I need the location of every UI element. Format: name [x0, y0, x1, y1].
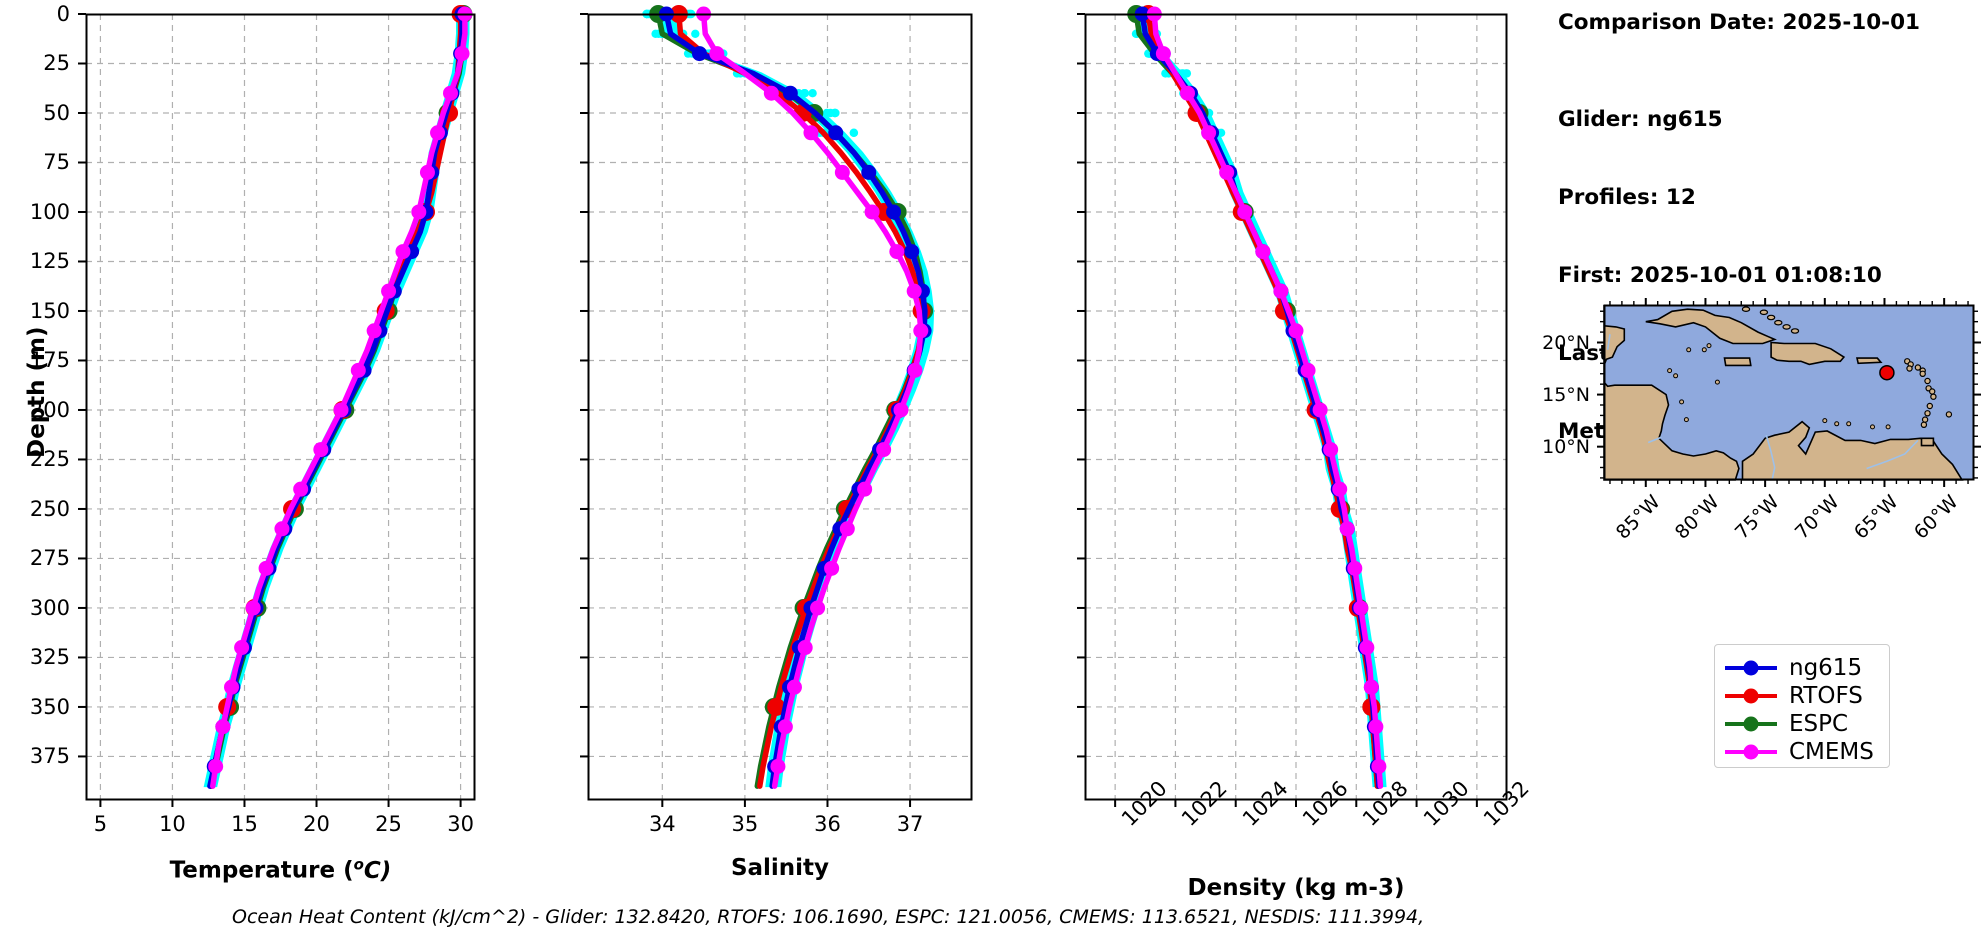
glider-text: Glider: ng615 — [1558, 107, 1882, 133]
depth-tick-label: 50 — [43, 101, 70, 125]
land-puerto-rico — [1857, 358, 1881, 363]
profiles-text: Profiles: 12 — [1558, 185, 1882, 211]
x-tick-marks — [1115, 800, 1477, 807]
density-axis-title: Density (kg m-3) — [1085, 875, 1507, 901]
depth-tick-label: 150 — [30, 299, 70, 323]
x-tick-label: 30 — [447, 812, 474, 836]
legend-dot-icon — [1744, 661, 1759, 676]
temperature-degree-sup: o — [354, 855, 364, 873]
legend-dot-icon — [1744, 745, 1759, 760]
x-tick-label: 35 — [732, 812, 759, 836]
map-lat-tick-label: 15°N — [1542, 384, 1590, 406]
depth-tick-label: 275 — [30, 546, 70, 570]
legend-row[interactable]: ESPC — [1725, 710, 1875, 738]
x-tick-label: 1032 — [1479, 814, 1496, 831]
legend-label: RTOFS — [1789, 683, 1863, 709]
x-tick-label: 1020 — [1117, 814, 1134, 831]
depth-tick-label: 225 — [30, 447, 70, 471]
series-legend: ng615 RTOFS ESPC CMEMS — [1714, 644, 1890, 768]
y-tick-marks — [1077, 14, 1085, 756]
legend-line-marker-icon — [1725, 750, 1777, 754]
x-tick-label: 20 — [303, 812, 330, 836]
x-tick-label: 34 — [649, 812, 676, 836]
depth-tick-label: 0 — [57, 2, 70, 26]
depth-tick-label: 25 — [43, 51, 70, 75]
x-tick-label: 1030 — [1419, 814, 1436, 831]
salinity-profile-plot — [588, 14, 972, 800]
map-svg — [1604, 305, 1974, 480]
depth-tick-label: 100 — [30, 200, 70, 224]
depth-tick-label: 375 — [30, 744, 70, 768]
x-tick-label: 1028 — [1358, 814, 1375, 831]
x-tick-label: 15 — [231, 812, 258, 836]
legend-row[interactable]: RTOFS — [1725, 682, 1875, 710]
legend-dot-icon — [1744, 689, 1759, 704]
map-lon-tick-label: 75°W — [1731, 491, 1784, 544]
depth-tick-label: 125 — [30, 249, 70, 273]
temperature-axis-title-text: Temperature ( — [170, 858, 354, 884]
temperature-axis-title-tail: C) — [364, 858, 391, 884]
x-tick-label: 36 — [814, 812, 841, 836]
legend-row[interactable]: CMEMS — [1725, 738, 1875, 766]
map-lon-tick-label: 80°W — [1671, 491, 1724, 544]
legend-line-marker-icon — [1725, 722, 1777, 726]
temperature-axis-title: Temperature (oC) — [86, 855, 475, 884]
map-lat-tick-label: 10°N — [1542, 436, 1590, 458]
comparison-date-text: Comparison Date: 2025-10-01 — [1558, 10, 1920, 36]
depth-tick-label: 175 — [30, 348, 70, 372]
first-profile-text: First: 2025-10-01 01:08:10 — [1558, 263, 1882, 289]
ocean-heat-content-caption: Ocean Heat Content (kJ/cm^2) - Glider: 1… — [232, 906, 1424, 928]
legend-label: CMEMS — [1789, 739, 1874, 765]
map-lon-tick-label: 85°W — [1612, 491, 1665, 544]
x-tick-label: 1026 — [1298, 814, 1315, 831]
legend-line-marker-icon — [1725, 666, 1777, 670]
y-tick-marks — [580, 14, 588, 756]
x-tick-label: 10 — [159, 812, 186, 836]
legend-dot-icon — [1744, 717, 1759, 732]
map-lon-tick-label: 65°W — [1850, 491, 1903, 544]
x-tick-marks — [100, 800, 460, 807]
x-tick-label: 25 — [375, 812, 402, 836]
density-profile-plot — [1085, 14, 1507, 800]
location-map-inset — [1604, 305, 1974, 480]
map-lon-tick-label: 60°W — [1910, 491, 1963, 544]
legend-label: ng615 — [1789, 655, 1862, 681]
profile-svg — [1085, 14, 1507, 800]
depth-tick-label: 350 — [30, 695, 70, 719]
land-jamaica — [1725, 358, 1751, 365]
depth-tick-label: 300 — [30, 596, 70, 620]
y-tick-marks — [78, 14, 86, 756]
depth-tick-label: 250 — [30, 497, 70, 521]
depth-tick-label: 325 — [30, 645, 70, 669]
profile-svg — [588, 14, 972, 800]
map-lon-tick-label: 70°W — [1791, 491, 1844, 544]
x-tick-label: 1022 — [1177, 814, 1194, 831]
salinity-axis-title: Salinity — [588, 855, 972, 881]
profile-svg — [86, 14, 475, 800]
x-tick-label: 37 — [897, 812, 924, 836]
x-tick-marks — [662, 800, 910, 807]
x-tick-label: 5 — [94, 812, 107, 836]
map-lat-tick-label: 20°N — [1542, 332, 1590, 354]
legend-line-marker-icon — [1725, 694, 1777, 698]
x-tick-label: 1024 — [1238, 814, 1255, 831]
glider-location-marker — [1880, 366, 1894, 380]
depth-tick-label: 200 — [30, 398, 70, 422]
legend-row[interactable]: ng615 — [1725, 654, 1875, 682]
temperature-profile-plot — [86, 14, 475, 800]
land-trinidad — [1922, 438, 1934, 445]
depth-tick-label: 75 — [43, 150, 70, 174]
legend-label: ESPC — [1789, 711, 1848, 737]
